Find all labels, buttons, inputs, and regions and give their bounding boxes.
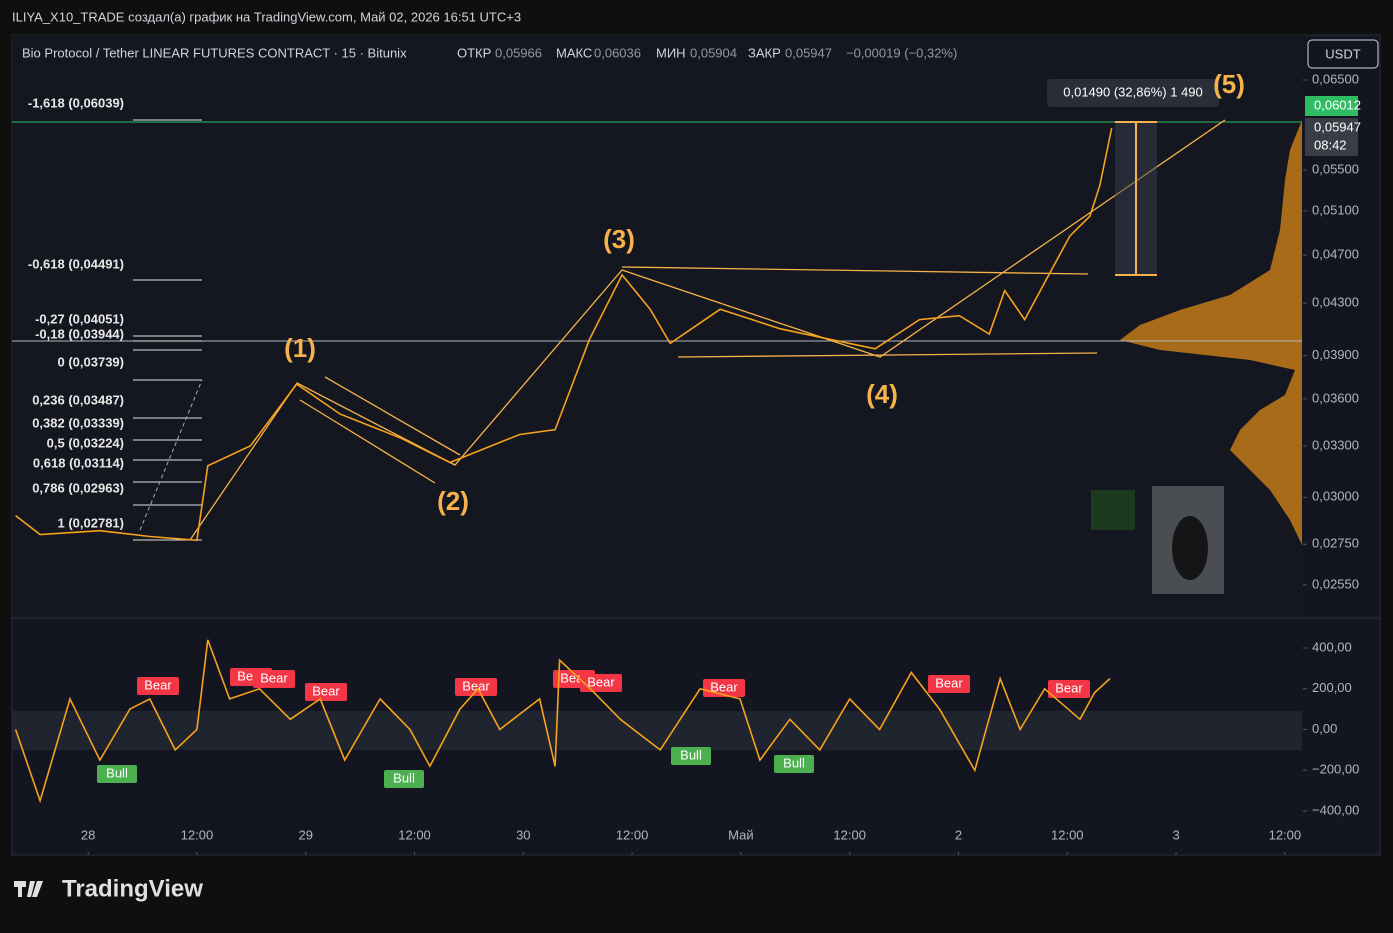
wave-label: (2) (437, 486, 469, 516)
currency[interactable]: USDT (1325, 46, 1360, 61)
countdown: 08:42 (1314, 137, 1347, 152)
signal-box (774, 755, 814, 773)
y-tick-label: 0,06500 (1312, 71, 1359, 86)
high-label: МАКС (556, 45, 592, 60)
signal: Bear (462, 678, 490, 693)
fib-label: 1 (0,02781) (58, 515, 125, 530)
high-tag-text: 0,06012 (1314, 97, 1361, 112)
signal: Bear (710, 679, 738, 694)
high-tag (1305, 96, 1358, 116)
price-line (15, 127, 1113, 542)
measure-tooltip (1047, 79, 1219, 107)
open: 0,05966 (495, 45, 542, 60)
currency-button[interactable] (1307, 39, 1379, 69)
price-pane (12, 35, 1302, 617)
y-tick-label: 0,04300 (1312, 294, 1359, 309)
signal: Bear (1055, 680, 1083, 695)
osc-tick-label: 0,00 (1312, 721, 1337, 736)
osc-tick-label: −400,00 (1312, 802, 1359, 817)
signal-box (1048, 680, 1090, 698)
y-tick-label: 0,04700 (1312, 246, 1359, 261)
signal-box (580, 674, 622, 692)
signal: Bull (783, 755, 805, 770)
signal-box (384, 770, 424, 788)
signal: Bear (587, 674, 615, 689)
x-tick-label: 2 (955, 827, 962, 842)
signal: Bull (680, 747, 702, 762)
fib-label: -1,618 (0,06039) (28, 95, 124, 110)
signal-box (671, 747, 711, 765)
icon (1091, 490, 1135, 530)
legend-row: Bio Protocol / Tether LINEAR FUTURES CON… (22, 45, 957, 60)
dog-silhouette (1172, 516, 1208, 580)
fib-label: 0,236 (0,03487) (32, 392, 124, 407)
y-tick-label: 0,03900 (1312, 347, 1359, 362)
logo-mark (14, 881, 43, 897)
close: 0,05947 (785, 45, 832, 60)
signal: Bear (144, 677, 172, 692)
signal-box (455, 678, 497, 696)
x-tick-label: 12:00 (181, 827, 214, 842)
fib-label: -0,27 (0,04051) (35, 311, 124, 326)
x-tick-label: 12:00 (833, 827, 866, 842)
x-tick-label: 3 (1172, 827, 1179, 842)
y-tick-label: 0,02750 (1312, 536, 1359, 551)
y-tick-label: 0,03000 (1312, 489, 1359, 504)
logo: TradingView (62, 875, 203, 902)
x-tick-label: 30 (516, 827, 530, 842)
last-tag (1305, 118, 1358, 156)
osc-tick-label: −200,00 (1312, 762, 1359, 777)
x-tick-label: Май (728, 827, 753, 842)
wave-label: (3) (603, 224, 635, 254)
signal: Bear (260, 670, 288, 685)
y-tick-label: 0,03300 (1312, 437, 1359, 452)
caption: ILIYA_X10_TRADE создал(а) график на Trad… (12, 9, 521, 24)
x-tick-label: 28 (81, 827, 95, 842)
open-label: ОТКР (457, 45, 491, 60)
change: −0,00019 (−0,32%) (846, 45, 957, 60)
signal: Bear (312, 683, 340, 698)
x-tick-label: 12:00 (1269, 827, 1302, 842)
x-tick-label: 12:00 (398, 827, 431, 842)
osc-tick-label: 200,00 (1312, 680, 1352, 695)
x-tick-label: 12:00 (616, 827, 649, 842)
fib-diagonal (139, 379, 203, 531)
last-price: 0,05947 (1314, 119, 1361, 134)
fib-label: -0,18 (0,03944) (35, 326, 124, 341)
signal-box (97, 765, 137, 783)
osc-tick-label: 400,00 (1312, 639, 1352, 654)
fib-label: 0 (0,03739) (58, 354, 125, 369)
signal-box (253, 670, 295, 688)
y-tick-label: 0,03600 (1312, 390, 1359, 405)
fib-label: -0,618 (0,04491) (28, 256, 124, 271)
signal: Bull (106, 765, 128, 780)
signal: Bear (935, 675, 963, 690)
wave-label: (5) (1213, 69, 1245, 99)
osc-band (12, 711, 1302, 750)
wave-label: (4) (866, 379, 898, 409)
signal-box (137, 677, 179, 695)
high: 0,06036 (594, 45, 641, 60)
fib-label: 0,786 (0,02963) (32, 480, 124, 495)
signal-box (305, 683, 347, 701)
signal: Bull (393, 770, 415, 785)
x-tick-label: 29 (299, 827, 313, 842)
symbol: Bio Protocol / Tether LINEAR FUTURES CON… (22, 45, 407, 60)
y-tick-label: 0,05500 (1312, 162, 1359, 177)
y-tick-label: 0,02550 (1312, 576, 1359, 591)
x-tick-label: 12:00 (1051, 827, 1084, 842)
wave-label: (1) (284, 333, 316, 363)
measure-text: 0,01490 (32,86%) 1 490 (1063, 84, 1203, 99)
y-tick-label: 0,05100 (1312, 202, 1359, 217)
fib-label: 0,618 (0,03114) (33, 455, 124, 470)
close-label: ЗАКР (748, 45, 781, 60)
low: 0,05904 (690, 45, 737, 60)
low-label: МИН (656, 45, 686, 60)
signal-box (928, 675, 970, 693)
oscillator-line (14, 639, 1111, 804)
volume-profile (1120, 120, 1302, 545)
fib-label: 0,382 (0,03339) (32, 415, 124, 430)
fib-label: 0,5 (0,03224) (47, 435, 124, 450)
